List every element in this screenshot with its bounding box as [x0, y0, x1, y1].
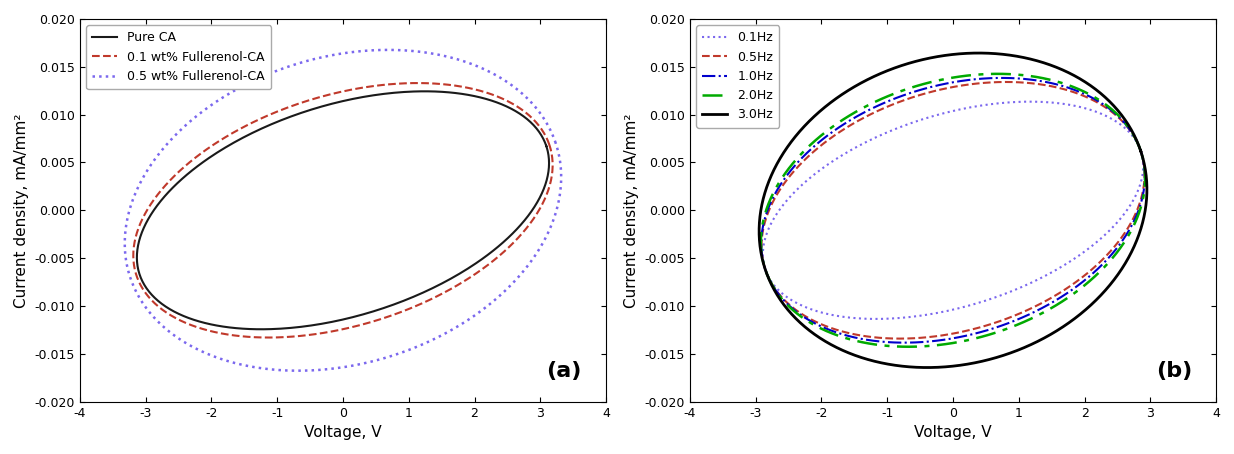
0.1 wt% Fullerenol-CA: [542, 142, 557, 148]
0.1 wt% Fullerenol-CA: [126, 261, 141, 266]
Line: 0.5 wt% Fullerenol-CA: 0.5 wt% Fullerenol-CA: [125, 50, 561, 371]
Y-axis label: Current density, mA/mm²: Current density, mA/mm²: [14, 113, 28, 307]
0.1 wt% Fullerenol-CA: [542, 142, 557, 148]
Pure CA: [539, 143, 554, 149]
0.1Hz: [1133, 148, 1148, 154]
Text: (a): (a): [547, 361, 581, 381]
Pure CA: [542, 156, 557, 162]
0.1Hz: [772, 289, 787, 295]
Pure CA: [418, 89, 433, 94]
0.5Hz: [775, 295, 790, 301]
0.1Hz: [1056, 262, 1071, 268]
0.5 wt% Fullerenol-CA: [143, 311, 158, 317]
1.0Hz: [814, 324, 829, 330]
Line: 2.0Hz: 2.0Hz: [761, 74, 1145, 347]
Legend: 0.1Hz, 0.5Hz, 1.0Hz, 2.0Hz, 3.0Hz: 0.1Hz, 0.5Hz, 1.0Hz, 2.0Hz, 3.0Hz: [696, 25, 780, 128]
1.0Hz: [755, 254, 770, 259]
2.0Hz: [1133, 148, 1148, 154]
1.0Hz: [1133, 148, 1148, 154]
0.1Hz: [810, 308, 824, 314]
0.1Hz: [755, 253, 770, 259]
0.5 wt% Fullerenol-CA: [189, 346, 204, 351]
2.0Hz: [1066, 291, 1081, 296]
0.1Hz: [1133, 148, 1148, 154]
Line: 0.1 wt% Fullerenol-CA: 0.1 wt% Fullerenol-CA: [133, 83, 553, 337]
0.5Hz: [998, 79, 1013, 85]
0.1 wt% Fullerenol-CA: [545, 157, 560, 162]
0.5 wt% Fullerenol-CA: [381, 47, 396, 53]
0.1Hz: [755, 257, 770, 262]
1.0Hz: [754, 249, 769, 255]
3.0Hz: [819, 340, 834, 345]
0.1Hz: [1135, 160, 1150, 166]
2.0Hz: [816, 326, 830, 332]
X-axis label: Voltage, V: Voltage, V: [914, 425, 992, 440]
2.0Hz: [755, 253, 770, 259]
0.1 wt% Fullerenol-CA: [260, 335, 275, 340]
2.0Hz: [902, 344, 917, 350]
3.0Hz: [777, 304, 792, 309]
3.0Hz: [753, 245, 768, 251]
1.0Hz: [775, 296, 790, 302]
1.0Hz: [995, 75, 1009, 81]
0.5 wt% Fullerenol-CA: [548, 140, 563, 146]
0.5 wt% Fullerenol-CA: [291, 368, 306, 374]
Line: 0.5Hz: 0.5Hz: [761, 82, 1144, 339]
X-axis label: Voltage, V: Voltage, V: [304, 425, 381, 440]
3.0Hz: [1138, 167, 1153, 173]
Pure CA: [188, 318, 202, 323]
3.0Hz: [921, 365, 935, 370]
Pure CA: [148, 296, 163, 302]
0.5 wt% Fullerenol-CA: [118, 259, 133, 264]
0.1 wt% Fullerenol-CA: [410, 80, 424, 86]
Y-axis label: Current density, mA/mm²: Current density, mA/mm²: [624, 113, 639, 307]
Line: 0.1Hz: 0.1Hz: [763, 102, 1143, 319]
Line: Pure CA: Pure CA: [137, 91, 549, 329]
1.0Hz: [1137, 163, 1151, 169]
0.5Hz: [754, 250, 769, 255]
2.0Hz: [754, 248, 769, 254]
Pure CA: [130, 261, 144, 266]
0.1 wt% Fullerenol-CA: [126, 257, 141, 262]
3.0Hz: [754, 251, 769, 257]
Pure CA: [539, 143, 554, 149]
3.0Hz: [971, 50, 986, 56]
0.5Hz: [755, 254, 770, 260]
0.1 wt% Fullerenol-CA: [460, 276, 475, 281]
Pure CA: [130, 257, 144, 262]
0.1Hz: [1022, 99, 1037, 104]
Legend: Pure CA, 0.1 wt% Fullerenol-CA, 0.5 wt% Fullerenol-CA: Pure CA, 0.1 wt% Fullerenol-CA, 0.5 wt% …: [86, 25, 271, 89]
0.5 wt% Fullerenol-CA: [553, 159, 568, 165]
Line: 3.0Hz: 3.0Hz: [759, 53, 1146, 368]
0.5 wt% Fullerenol-CA: [474, 308, 489, 313]
0.1Hz: [868, 316, 882, 322]
0.5Hz: [892, 336, 907, 341]
Pure CA: [254, 326, 269, 332]
0.5Hz: [813, 321, 828, 327]
2.0Hz: [991, 71, 1006, 77]
0.5Hz: [1133, 148, 1148, 154]
0.1 wt% Fullerenol-CA: [147, 300, 162, 305]
2.0Hz: [1137, 164, 1151, 170]
3.0Hz: [1072, 311, 1087, 317]
0.5 wt% Fullerenol-CA: [118, 253, 133, 258]
3.0Hz: [1133, 148, 1148, 154]
Pure CA: [457, 268, 471, 274]
Line: 1.0Hz: 1.0Hz: [761, 78, 1145, 343]
1.0Hz: [1065, 287, 1080, 292]
0.5 wt% Fullerenol-CA: [548, 140, 563, 146]
Text: (b): (b): [1156, 361, 1192, 381]
2.0Hz: [1133, 148, 1148, 154]
1.0Hz: [1133, 148, 1148, 154]
0.1 wt% Fullerenol-CA: [188, 324, 202, 329]
3.0Hz: [1133, 148, 1148, 154]
2.0Hz: [776, 297, 791, 303]
0.5Hz: [1133, 148, 1148, 154]
0.5Hz: [1137, 163, 1151, 168]
1.0Hz: [896, 340, 911, 345]
0.5Hz: [1064, 283, 1079, 288]
